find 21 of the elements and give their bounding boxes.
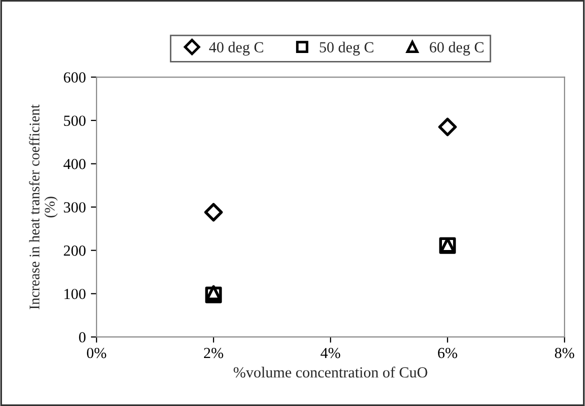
y-tick-label: 100: [64, 288, 86, 300]
y-tick-label: 400: [63, 158, 86, 170]
x-tick-label: 4%: [320, 348, 340, 358]
y-axis-title: Increase in heat transfer coefficient (%): [29, 104, 58, 310]
legend-label: 50 deg C: [320, 42, 374, 56]
legend-label: 60 deg C: [430, 42, 484, 56]
y-tick-label: 600: [64, 72, 86, 83]
point: [438, 118, 457, 136]
point: [204, 203, 223, 222]
y-tick-label: 300: [64, 202, 86, 213]
y-tick-label: 200: [64, 246, 86, 256]
x-axis-title: %volume concentration of CuO: [234, 366, 428, 378]
y-tick-label: 500: [64, 116, 86, 126]
x-tick-label: 0%: [86, 348, 106, 358]
point: [206, 285, 222, 300]
point: [205, 286, 222, 304]
y-tick-label: 0: [79, 332, 86, 342]
x-tick-label: 8%: [554, 348, 574, 358]
legend-label: 40 deg C: [209, 42, 264, 56]
x-tick-label: 2%: [204, 348, 224, 358]
x-tick-label: 6%: [438, 348, 458, 358]
